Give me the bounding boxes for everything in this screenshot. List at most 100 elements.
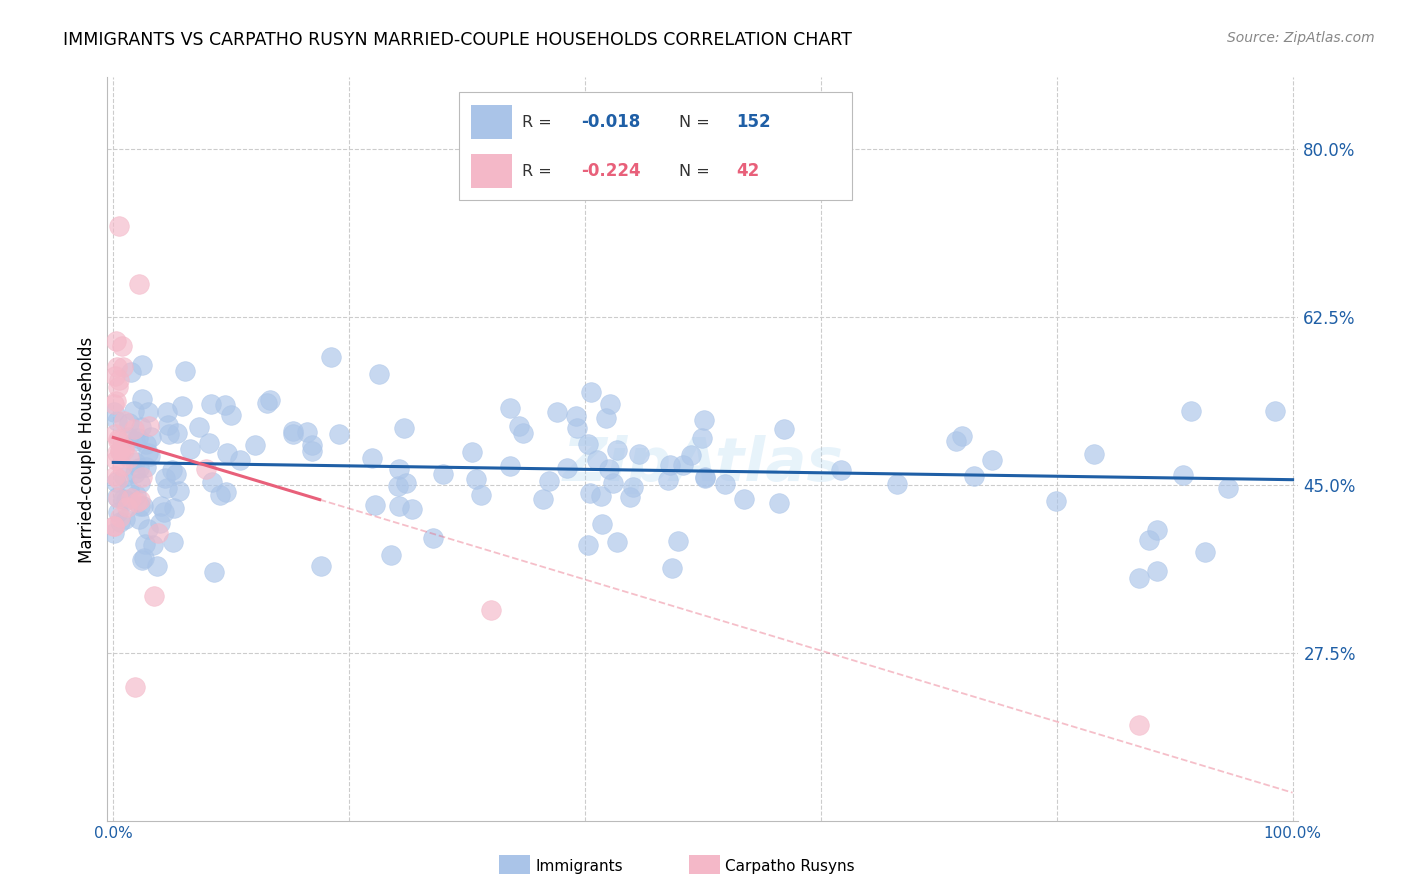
Point [461, 444, 484, 458]
Point [131, 392, 153, 406]
Text: -0.018: -0.018 [582, 113, 641, 131]
Point [166, 425, 188, 440]
Point [107, 505, 129, 519]
Y-axis label: Married-couple Households: Married-couple Households [79, 336, 96, 563]
Point [693, 469, 716, 483]
Point [128, 277, 150, 291]
Point [112, 442, 135, 457]
Point [201, 475, 224, 490]
Text: N =: N = [679, 114, 710, 129]
Point [1083, 447, 1105, 461]
Point [619, 490, 641, 504]
Point [149, 500, 172, 514]
Point [713, 476, 735, 491]
Point [115, 500, 138, 514]
Point [162, 535, 184, 549]
Point [470, 488, 492, 502]
Point [149, 516, 172, 530]
Point [136, 446, 159, 460]
Point [606, 442, 628, 457]
Point [1146, 564, 1168, 578]
Point [131, 552, 153, 566]
Point [132, 500, 155, 514]
Point [598, 461, 620, 475]
Text: Source: ZipAtlas.com: Source: ZipAtlas.com [1227, 31, 1375, 45]
Point [380, 549, 402, 563]
Point [360, 451, 382, 466]
Point [104, 469, 127, 483]
Point [295, 425, 318, 439]
Point [103, 396, 125, 410]
Point [980, 453, 1002, 467]
Point [136, 405, 159, 419]
Point [105, 446, 128, 460]
Point [135, 459, 157, 474]
Point [111, 339, 134, 353]
Point [107, 380, 129, 394]
Point [564, 409, 586, 423]
Point [388, 462, 411, 476]
Point [256, 396, 278, 410]
Point [422, 531, 444, 545]
Point [886, 476, 908, 491]
Point [659, 458, 682, 473]
Point [591, 489, 613, 503]
Point [1264, 404, 1286, 418]
Point [321, 350, 343, 364]
Point [117, 416, 139, 430]
Point [132, 550, 155, 565]
Point [531, 491, 554, 506]
Point [579, 485, 602, 500]
Point [156, 405, 179, 419]
Point [591, 517, 613, 532]
Point [576, 539, 599, 553]
Point [122, 422, 145, 436]
Point [107, 491, 129, 505]
Point [1218, 481, 1240, 495]
Point [364, 499, 387, 513]
Point [139, 449, 162, 463]
Point [283, 426, 305, 441]
Point [1128, 718, 1150, 732]
Point [122, 404, 145, 418]
Point [108, 373, 131, 387]
Point [108, 444, 131, 458]
Point [160, 463, 183, 477]
Point [672, 458, 695, 472]
Text: IMMIGRANTS VS CARPATHO RUSYN MARRIED-COUPLE HOUSEHOLDS CORRELATION CHART: IMMIGRANTS VS CARPATHO RUSYN MARRIED-COU… [63, 31, 852, 49]
Point [155, 470, 177, 484]
Point [228, 452, 250, 467]
Point [112, 414, 135, 428]
Point [105, 490, 128, 504]
Point [108, 444, 131, 458]
Point [198, 436, 221, 450]
Point [602, 476, 624, 491]
Point [124, 680, 146, 694]
Point [219, 408, 242, 422]
Point [114, 512, 136, 526]
Point [103, 519, 125, 533]
Point [200, 397, 222, 411]
Point [1137, 533, 1160, 547]
Point [394, 421, 416, 435]
Point [768, 496, 790, 510]
Point [202, 566, 225, 580]
Point [465, 472, 488, 486]
Point [108, 219, 131, 234]
Point [243, 438, 266, 452]
FancyBboxPatch shape [471, 105, 512, 139]
Point [127, 431, 149, 445]
Point [112, 359, 135, 374]
Point [103, 526, 125, 541]
Point [1128, 571, 1150, 585]
Point [131, 358, 153, 372]
Point [401, 502, 423, 516]
Point [579, 385, 602, 400]
Point [103, 518, 125, 533]
Point [557, 461, 579, 475]
Point [156, 482, 179, 496]
Point [606, 535, 628, 549]
Point [104, 368, 127, 383]
Point [950, 429, 973, 443]
Point [301, 443, 323, 458]
